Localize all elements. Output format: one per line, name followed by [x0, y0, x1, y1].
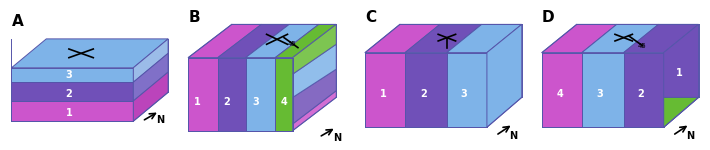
Polygon shape — [582, 53, 623, 127]
Polygon shape — [246, 58, 275, 131]
Polygon shape — [542, 53, 582, 127]
Polygon shape — [133, 72, 168, 121]
Text: 2: 2 — [65, 89, 72, 99]
Text: 1: 1 — [676, 68, 683, 78]
Text: 2: 2 — [223, 97, 230, 107]
Polygon shape — [218, 24, 289, 58]
Polygon shape — [133, 53, 168, 101]
Polygon shape — [275, 24, 337, 58]
Text: 3: 3 — [597, 89, 604, 99]
Polygon shape — [664, 24, 699, 127]
Text: 4: 4 — [280, 97, 288, 107]
Text: 2: 2 — [637, 89, 643, 99]
Polygon shape — [447, 53, 487, 127]
Text: N: N — [156, 115, 164, 125]
Polygon shape — [218, 58, 246, 131]
Polygon shape — [582, 24, 658, 53]
Text: A: A — [11, 14, 23, 29]
Text: 45: 45 — [288, 41, 296, 47]
Text: 3: 3 — [253, 97, 260, 107]
Text: 1: 1 — [380, 89, 387, 99]
Polygon shape — [664, 97, 699, 127]
Polygon shape — [405, 53, 447, 127]
Polygon shape — [246, 24, 319, 58]
Polygon shape — [11, 39, 168, 68]
Text: 45: 45 — [638, 43, 646, 49]
Polygon shape — [365, 53, 405, 127]
Text: D: D — [542, 10, 555, 25]
Polygon shape — [11, 101, 133, 121]
Polygon shape — [188, 58, 218, 131]
Polygon shape — [365, 24, 440, 53]
Text: N: N — [510, 131, 518, 141]
Polygon shape — [293, 69, 337, 124]
Polygon shape — [447, 24, 522, 53]
Text: 3: 3 — [460, 89, 466, 99]
Polygon shape — [11, 82, 133, 101]
Text: B: B — [188, 10, 200, 25]
Text: 3: 3 — [65, 70, 72, 80]
Polygon shape — [293, 91, 337, 131]
Polygon shape — [11, 68, 133, 82]
Polygon shape — [293, 24, 337, 74]
Text: C: C — [365, 10, 376, 25]
Text: N: N — [333, 133, 341, 143]
Polygon shape — [405, 24, 481, 53]
Text: 1: 1 — [65, 108, 72, 118]
Polygon shape — [542, 24, 617, 53]
Polygon shape — [133, 39, 168, 82]
Text: 1: 1 — [194, 97, 200, 107]
Polygon shape — [623, 24, 699, 53]
Text: 4: 4 — [557, 89, 564, 99]
Polygon shape — [487, 24, 522, 127]
Text: N: N — [687, 131, 694, 141]
Polygon shape — [188, 24, 261, 58]
Polygon shape — [293, 44, 337, 97]
Polygon shape — [275, 58, 293, 131]
Polygon shape — [623, 53, 664, 127]
Text: 2: 2 — [420, 89, 427, 99]
